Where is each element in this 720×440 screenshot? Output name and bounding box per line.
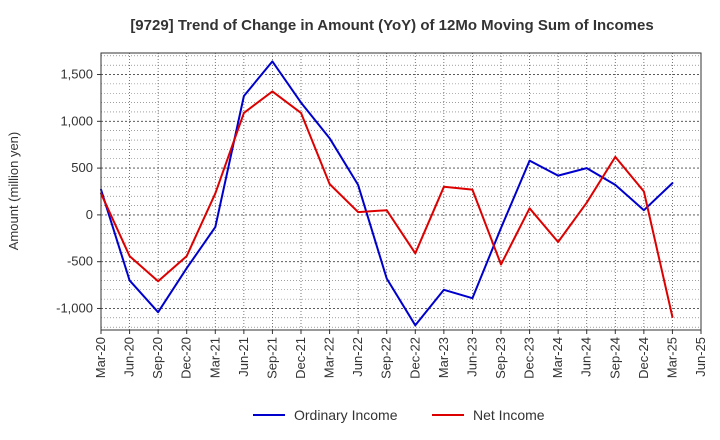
x-tick-label: Jun-20 — [122, 337, 137, 377]
y-tick-label: -500 — [67, 254, 93, 269]
x-tick-label: Mar-22 — [322, 337, 337, 378]
x-tick-label: Mar-23 — [436, 337, 451, 378]
x-tick-label: Sep-20 — [150, 337, 165, 379]
series-layer — [100, 60, 674, 327]
x-tick-label: Dec-23 — [522, 337, 537, 379]
y-tick-label: 0 — [86, 207, 93, 222]
x-tick-label: Jun-25 — [693, 337, 708, 377]
grid — [100, 53, 702, 330]
x-tick-label: Jun-23 — [464, 337, 479, 377]
x-tick-label: Sep-22 — [379, 337, 394, 379]
x-tick-label: Dec-21 — [293, 337, 308, 379]
y-tick-label: -1,000 — [56, 300, 93, 315]
x-tick-label: Jun-22 — [350, 337, 365, 377]
x-tick-label: Dec-24 — [636, 337, 651, 379]
legend-label: Net Income — [473, 407, 545, 423]
y-tick-label: 1,000 — [60, 113, 93, 128]
x-tick-label: Mar-25 — [664, 337, 679, 378]
plot-border — [100, 52, 702, 331]
x-tick-label: Dec-20 — [179, 337, 194, 379]
x-tick-label: Mar-24 — [550, 337, 565, 378]
x-tick-label: Jun-21 — [236, 337, 251, 377]
series-line-net-income — [100, 90, 674, 318]
x-tick-label: Jun-24 — [579, 337, 594, 377]
legend-label: Ordinary Income — [294, 407, 398, 423]
x-tick-label: Sep-24 — [607, 337, 622, 379]
plot-area — [101, 53, 701, 330]
x-tick-label: Mar-20 — [93, 337, 108, 378]
axes: -1,000 -500 0 500 1,000 1,500 Mar-20 Jun-20 Sep-… — [56, 52, 708, 379]
chart-title: [9729] Trend of Change in Amount (YoY) o… — [130, 17, 653, 34]
series-line-ordinary-income — [100, 60, 674, 327]
plot-background — [101, 53, 701, 330]
x-tick-label: Mar-21 — [207, 337, 222, 378]
x-tick-label: Sep-23 — [493, 337, 508, 379]
y-axis-label: Amount (million yen) — [6, 132, 21, 251]
y-tick-label: 1,500 — [60, 67, 93, 82]
legend: Ordinary Income Net Income — [253, 407, 545, 423]
x-tick-label: Dec-22 — [407, 337, 422, 379]
y-tick-label: 500 — [71, 160, 93, 175]
x-tick-label: Sep-21 — [264, 337, 279, 379]
